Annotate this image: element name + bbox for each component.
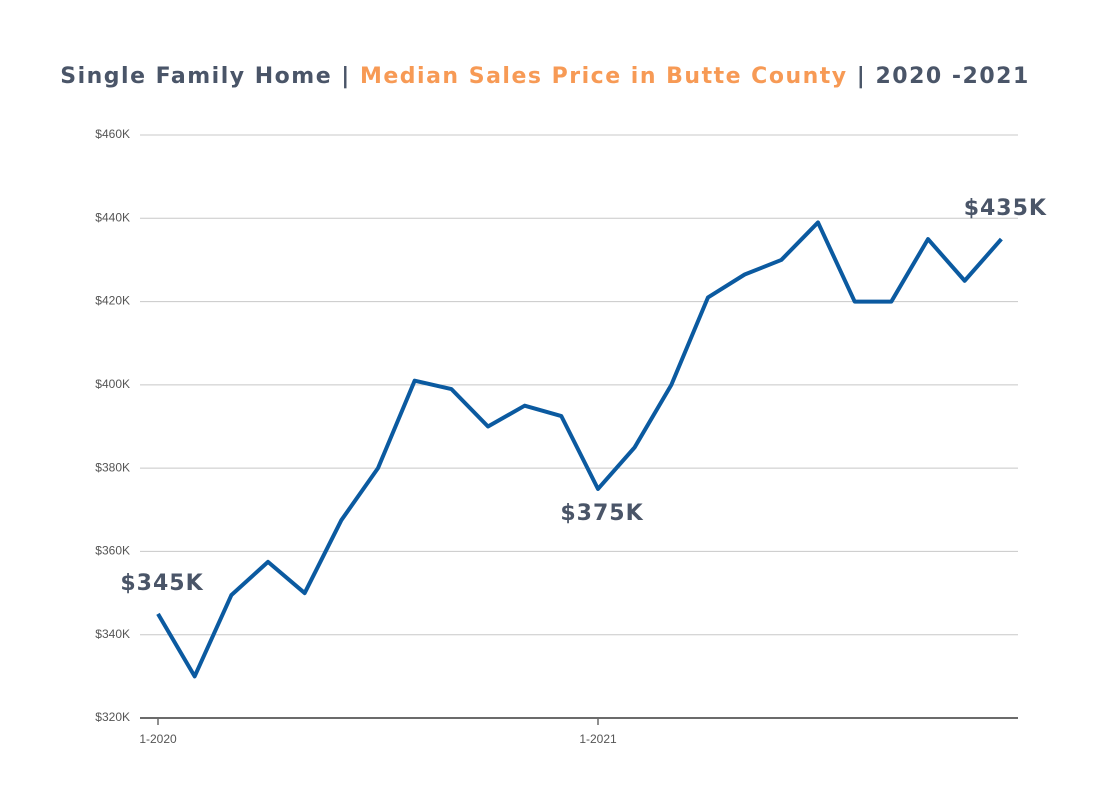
y-tick-label: $440K — [95, 210, 130, 224]
y-tick-label: $420K — [95, 294, 130, 308]
x-tick-label: 1-2020 — [139, 732, 177, 746]
title-part: | 2020 -2021 — [848, 64, 1030, 89]
title-part: Single Family Home | — [60, 64, 360, 89]
y-tick-label: $360K — [95, 544, 130, 558]
x-tick-label: 1-2021 — [579, 732, 617, 746]
y-tick-label: $340K — [95, 627, 130, 641]
title-part: Median Sales Price in Butte County — [360, 64, 848, 89]
y-tick-label: $460K — [95, 127, 130, 141]
data-label: $375K — [560, 501, 643, 526]
y-tick-label: $400K — [95, 377, 130, 391]
data-label: $345K — [120, 571, 203, 596]
y-tick-label: $320K — [95, 710, 130, 724]
y-tick-label: $380K — [95, 460, 130, 474]
line — [156, 220, 1003, 679]
data-label: $435K — [964, 196, 1047, 221]
chart-title: Single Family Home | Median Sales Price … — [60, 64, 1030, 89]
